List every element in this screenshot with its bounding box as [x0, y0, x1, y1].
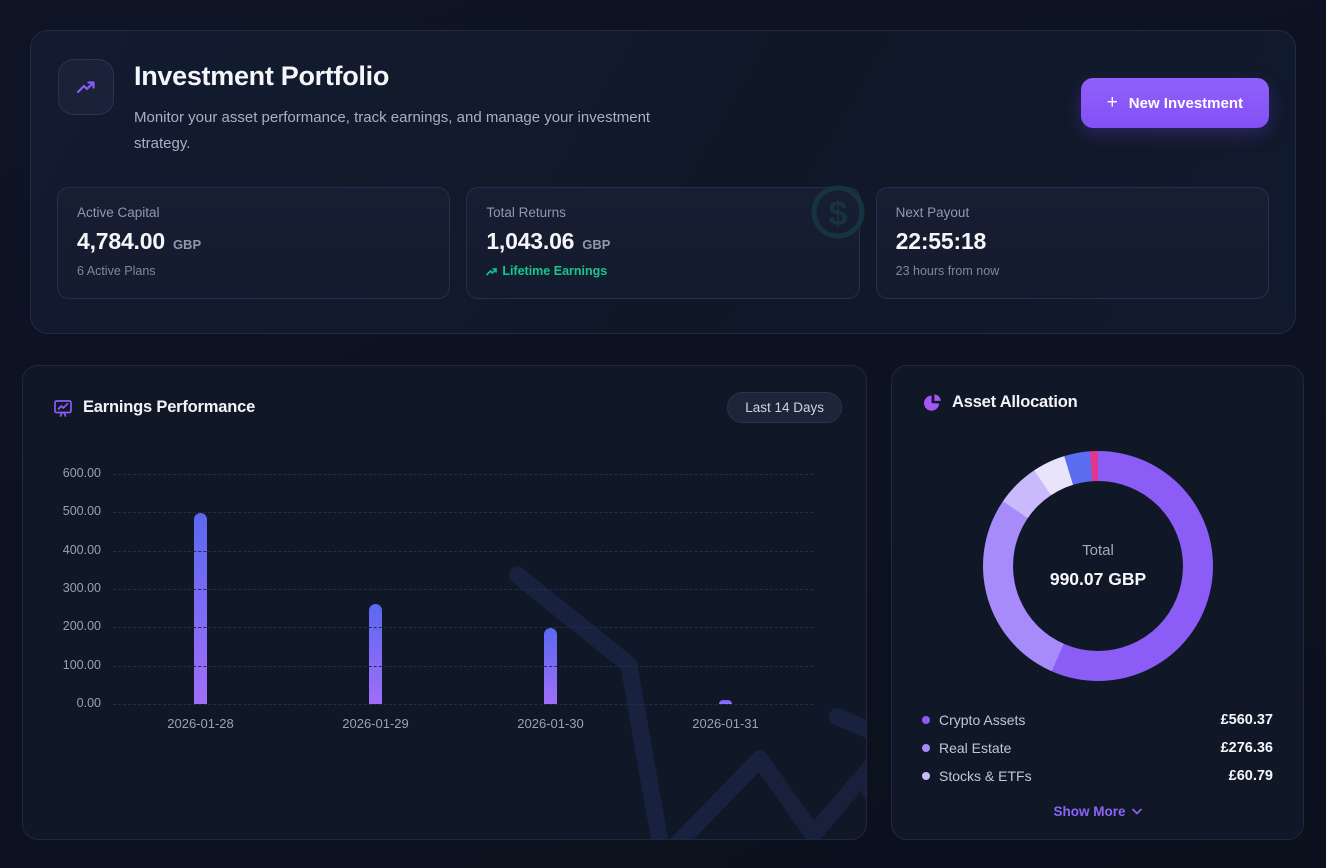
stat-unit: GBP: [582, 237, 611, 252]
gridline: [113, 589, 813, 590]
stat-label: Active Capital: [77, 205, 160, 220]
stat-label: Total Returns: [486, 205, 566, 220]
new-investment-label: New Investment: [1128, 94, 1243, 112]
show-more-button[interactable]: Show More: [892, 804, 1303, 819]
asset-allocation-panel: Asset Allocation Total 990.07 GBP Crypto…: [891, 365, 1304, 840]
legend-value: £60.79: [1228, 768, 1273, 784]
page-subtitle: Monitor your asset performance, track ea…: [134, 109, 651, 152]
donut-total-label: Total: [1082, 542, 1114, 559]
stats-row: Active Capital 4,784.00 GBP 6 Active Pla…: [57, 187, 1269, 299]
donut-center-text: Total 990.07 GBP: [1013, 481, 1183, 651]
x-axis-label: 2026-01-29: [342, 716, 409, 731]
date-range-button[interactable]: Last 14 Days: [727, 392, 842, 423]
earnings-panel-title: Earnings Performance: [83, 398, 256, 416]
stat-value: 1,043.06: [486, 228, 575, 254]
gridline: [113, 665, 813, 667]
gridline: [113, 512, 813, 514]
y-tick-label: 400.00: [62, 542, 101, 557]
stat-label: Next Payout: [895, 205, 970, 220]
y-tick-label: 100.00: [62, 657, 101, 672]
gridline: [113, 704, 813, 705]
gridline: [113, 550, 813, 552]
legend-label: Real Estate: [939, 740, 1012, 756]
stat-value: 22:55:18: [895, 228, 987, 254]
gridline: [113, 627, 813, 629]
new-investment-button[interactable]: + New Investment: [1080, 78, 1269, 128]
legend-label: Crypto Assets: [939, 712, 1026, 728]
y-tick-label: 600.00: [62, 466, 101, 480]
stat-card-total-returns: Total Returns 1,043.06 GBP Lifetime Earn…: [466, 187, 860, 299]
stat-value: 4,784.00: [77, 228, 165, 254]
trending-up-icon: [486, 268, 498, 276]
earnings-plot: [113, 474, 813, 705]
legend-row-crypto-assets: Crypto Assets £560.37: [922, 710, 1273, 730]
stat-subtext-lifetime-earnings: Lifetime Earnings: [486, 264, 839, 278]
legend-row-real-estate: Real Estate £276.36: [922, 738, 1273, 758]
donut-total-value: 990.07 GBP: [1049, 569, 1147, 589]
legend-row-stocks-etfs: Stocks & ETFs £60.79: [922, 766, 1273, 786]
earnings-performance-panel: Earnings Performance Last 14 Days 600.00…: [22, 365, 867, 840]
bar-slot: [113, 474, 288, 704]
bar-slot: [288, 474, 463, 704]
x-axis-label: 2026-01-31: [692, 716, 759, 731]
earnings-x-axis: 2026-01-28 2026-01-29 2026-01-30 2026-01-31: [113, 716, 813, 731]
pie-chart-icon: [924, 394, 941, 411]
x-axis-label: 2026-01-30: [517, 716, 584, 731]
stat-subtext: 23 hours from now: [895, 264, 1000, 278]
allocation-legend: Crypto Assets £560.37 Real Estate £276.3…: [922, 710, 1273, 794]
legend-label: Stocks & ETFs: [939, 768, 1032, 784]
x-axis-label: 2026-01-28: [167, 716, 234, 731]
stat-card-next-payout: Next Payout 22:55:18 23 hours from now: [875, 187, 1269, 299]
stat-subtext: 6 Active Plans: [77, 264, 156, 278]
y-tick-label: 0.00: [76, 696, 101, 710]
allocation-panel-title: Asset Allocation: [952, 392, 1078, 411]
presentation-chart-icon: [54, 399, 72, 417]
gridline: [113, 474, 813, 475]
legend-value: £560.37: [1220, 712, 1273, 728]
legend-value: £276.36: [1220, 740, 1273, 756]
legend-dot: [922, 744, 930, 752]
stat-card-active-capital: Active Capital 4,784.00 GBP 6 Active Pla…: [57, 187, 451, 299]
page-title: Investment Portfolio: [134, 61, 390, 91]
chart-bar[interactable]: [369, 604, 382, 704]
show-more-label: Show More: [1053, 804, 1126, 819]
stat-unit: GBP: [172, 237, 202, 252]
stat-sub-label: Lifetime Earnings: [502, 264, 608, 278]
legend-dot: [922, 716, 930, 724]
chart-bar[interactable]: [194, 513, 207, 704]
y-tick-label: 300.00: [62, 581, 101, 595]
y-tick-label: 500.00: [62, 504, 101, 519]
plus-icon: +: [1106, 92, 1118, 113]
portfolio-header-card: Investment Portfolio Monitor your asset …: [30, 30, 1296, 334]
earnings-y-axis: 600.00 500.00 400.00 300.00 200.00 100.00 0.00: [39, 466, 101, 710]
chevron-down-icon: [1131, 808, 1142, 815]
asset-allocation-donut-chart[interactable]: [983, 451, 1213, 681]
y-tick-label: 200.00: [62, 619, 101, 634]
trending-up-icon: [58, 59, 114, 115]
legend-dot: [922, 772, 930, 780]
